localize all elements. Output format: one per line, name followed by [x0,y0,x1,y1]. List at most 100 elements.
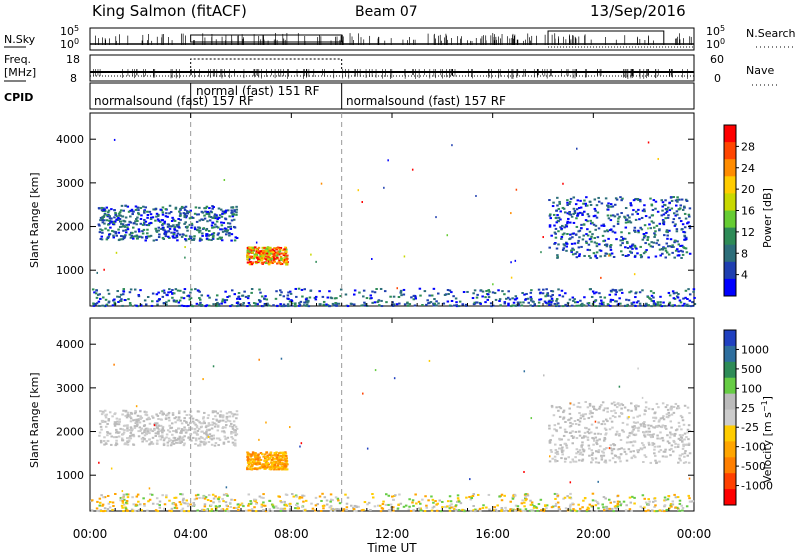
echo-cell [689,305,693,308]
echo-cell [592,408,596,411]
echo-cell [305,300,308,303]
echo-cell [194,423,197,426]
echo-cell [496,504,499,507]
echo-cell [155,442,159,445]
echo-cell [156,303,159,306]
echo-cell [678,425,681,428]
echo-cell [609,246,612,249]
echo-cell [602,224,606,227]
echo-cell [203,497,207,500]
echo-cell [235,237,239,240]
echo-cell [647,441,651,444]
echo-cell [169,290,173,293]
echo-cell [181,493,184,496]
echo-cell [260,466,263,469]
echo-cell [114,231,117,234]
echo-cell [254,458,258,461]
echo-cell [575,251,579,254]
echo-cell [101,218,104,221]
echo-cell [475,296,479,299]
echo-cell [345,506,349,509]
echo-cell [376,504,380,507]
echo-cell [270,256,273,259]
echo-cell [112,221,116,224]
echo-cell [212,216,215,219]
echo-cell [594,255,597,258]
echo-cell [270,252,273,255]
echo-cell [278,248,282,251]
echo-cell [231,441,235,444]
echo-cell [168,225,171,228]
echo-cell [666,404,669,407]
echo-cell [529,291,533,294]
echo-cell [230,206,233,209]
power-plot-frame [89,112,695,307]
echo-cell [211,233,214,236]
echo-cell [511,297,514,300]
echo-cell [566,220,569,223]
echo-cell [621,291,624,294]
echo-cell [261,305,265,308]
echo-cell [140,509,144,512]
echo-cell [210,427,214,430]
colorbar-tick-label: 1000 [741,343,769,356]
echo-cell [627,448,631,451]
echo-cell [150,441,153,444]
echo-cell [141,230,144,233]
echo-cell [119,300,122,303]
echo-cell [628,434,631,437]
echo-cell [154,227,158,230]
echo-cell [455,304,458,307]
echo-cell [593,432,597,435]
echo-cell [199,301,202,304]
echo-cell [448,504,452,507]
echo-cell [675,291,678,294]
echo-cell [676,198,679,201]
echo-cell [681,447,685,450]
echo-cell [163,229,166,232]
echo-cell [172,233,176,236]
echo-cell [168,236,171,239]
echo-cell [558,415,562,418]
echo-cell [255,256,259,259]
echo-cell [568,238,571,241]
echo-cell [156,214,160,217]
echo-cell [130,508,134,511]
echo-cell [379,510,383,513]
echo-cell [521,499,524,502]
echo-cell [486,298,490,301]
echo-cell [602,240,605,243]
echo-cell [687,304,690,307]
echo-cell [142,497,145,500]
echo-cell [103,443,106,446]
echo-cell [310,502,313,505]
echo-cell [329,493,333,496]
echo-cell [415,502,418,505]
echo-cell [352,293,356,296]
echo-cell [676,240,679,243]
echo-cell [99,216,103,219]
echo-cell [255,248,259,251]
echo-cell [520,510,523,513]
echo-cell [191,417,195,420]
echo-cell [287,291,290,294]
echo-cell [564,224,568,227]
echo-cell [646,430,650,433]
echo-cell [651,433,654,436]
echo-cell [628,508,632,511]
echo-cell [264,262,268,265]
echo-cell [285,259,288,262]
echo-cell [575,225,579,228]
echo-cell [231,206,235,209]
echo-cell [181,233,185,236]
echo-cell [595,251,599,254]
echo-cell [424,495,427,498]
echo-cell [149,218,153,221]
echo-cell [278,259,281,262]
echo-cell [115,215,119,218]
echo-cell [115,431,118,434]
echo-cell [95,296,99,299]
echo-cell [216,217,219,220]
echo-cell [158,500,162,503]
echo-cell [272,249,276,252]
